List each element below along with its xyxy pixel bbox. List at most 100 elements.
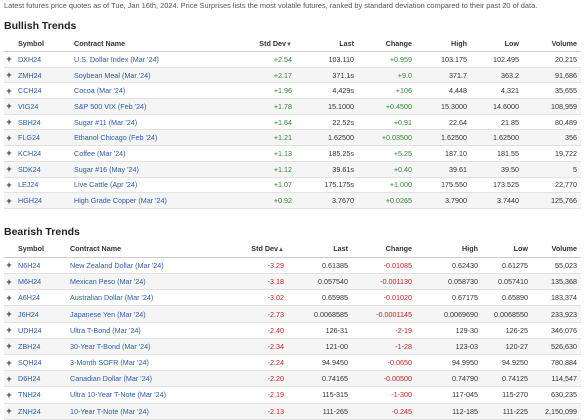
add-to-watchlist-icon[interactable]: +: [4, 177, 14, 194]
symbol-link[interactable]: SBH24: [14, 114, 70, 131]
add-to-watchlist-icon[interactable]: +: [4, 114, 14, 131]
symbol-link[interactable]: DXH24: [14, 51, 70, 68]
column-header-low[interactable]: Low: [482, 240, 532, 258]
table-row[interactable]: + D6H24 Canadian Dollar (Mar '24) -2.20 0.74…: [4, 370, 581, 388]
column-header-change[interactable]: Change: [358, 35, 416, 52]
add-to-watchlist-icon[interactable]: +: [4, 305, 14, 323]
column-header-last[interactable]: Last: [288, 240, 352, 258]
contract-name-link[interactable]: 30-Year T-Bond (Mar '24): [66, 338, 216, 356]
contract-name-link[interactable]: Soybean Meal (Mar '24): [70, 67, 250, 84]
table-row[interactable]: + ZBH24 30-Year T-Bond (Mar '24) -2.34 121-0…: [4, 338, 581, 356]
table-row[interactable]: + DXH24 U.S. Dollar Index (Mar '24) +2.54 10…: [4, 51, 581, 68]
column-header-high[interactable]: High: [416, 240, 482, 258]
high-price: 15.3000: [416, 98, 471, 115]
table-row[interactable]: + UDH24 Ultra T-Bond (Mar '24) -2.40 126-31-…: [4, 322, 581, 339]
add-to-watchlist-icon[interactable]: +: [4, 273, 14, 291]
contract-name-link[interactable]: Japanese Yen (Mar '24): [66, 305, 216, 323]
symbol-link[interactable]: M6H24: [14, 273, 66, 291]
symbol-link[interactable]: UDH24: [14, 322, 66, 339]
add-to-watchlist-icon[interactable]: +: [4, 82, 14, 100]
add-to-watchlist-icon[interactable]: +: [4, 257, 14, 275]
table-row[interactable]: + LEJ24 Live Cattle (Apr '24) +1.07 175.175s…: [4, 177, 581, 194]
add-to-watchlist-icon[interactable]: +: [4, 289, 14, 307]
symbol-link[interactable]: D6H24: [14, 370, 66, 388]
table-row[interactable]: + SQH24 3-Month SOFR (Mar '24) -2.24 94.9450…: [4, 354, 581, 372]
contract-name-link[interactable]: S&P 500 VIX (Feb '24): [70, 98, 250, 115]
contract-name-link[interactable]: Sugar #11 (Mar '24): [70, 114, 250, 131]
column-header-volume[interactable]: Volume: [523, 35, 581, 52]
contract-name-link[interactable]: Ultra 10-Year T-Note (Mar '24): [66, 386, 216, 404]
column-header-symbol[interactable]: Symbol: [14, 35, 70, 52]
contract-name-link[interactable]: Canadian Dollar (Mar '24): [66, 370, 216, 388]
column-header-stddev[interactable]: Std Dev▼: [250, 35, 296, 52]
symbol-link[interactable]: LEJ24: [14, 177, 70, 194]
low-price: 181.55: [471, 145, 523, 162]
contract-name-link[interactable]: Cocoa (Mar '24): [70, 82, 250, 100]
symbol-link[interactable]: CCH24: [14, 82, 70, 100]
table-row[interactable]: + A6H24 Australian Dollar (Mar '24) -3.02 0.…: [4, 289, 581, 307]
symbol-link[interactable]: VIG24: [14, 98, 70, 115]
add-to-watchlist-icon[interactable]: +: [4, 145, 14, 162]
symbol-link[interactable]: HGH24: [14, 192, 70, 209]
contract-name-link[interactable]: Live Cattle (Apr '24): [70, 177, 250, 194]
add-to-watchlist-icon[interactable]: +: [4, 67, 14, 84]
table-row[interactable]: + KCH24 Coffee (Mar '24) +1.13 185.25s +5.25 1…: [4, 145, 581, 162]
contract-name-link[interactable]: Mexican Peso (Mar '24): [66, 273, 216, 291]
add-to-watchlist-icon[interactable]: +: [4, 386, 14, 404]
table-row[interactable]: + SBH24 Sugar #11 (Mar '24) +1.64 22.52s +0.9…: [4, 114, 581, 131]
symbol-link[interactable]: SDK24: [14, 161, 70, 178]
add-to-watchlist-icon[interactable]: +: [4, 354, 14, 372]
add-to-watchlist-icon[interactable]: +: [4, 338, 14, 356]
column-header-high[interactable]: High: [416, 35, 471, 52]
symbol-link[interactable]: SQH24: [14, 354, 66, 372]
table-row[interactable]: + HGH24 High Grade Copper (Mar '24) +0.92 3.…: [4, 192, 581, 209]
table-row[interactable]: + J6H24 Japanese Yen (Mar '24) -2.73 0.00685…: [4, 305, 581, 323]
add-to-watchlist-icon[interactable]: +: [4, 192, 14, 209]
symbol-link[interactable]: J6H24: [14, 305, 66, 323]
table-row[interactable]: + SDK24 Sugar #16 (May '24) +1.12 39.61s +0.4…: [4, 161, 581, 178]
symbol-link[interactable]: TNH24: [14, 386, 66, 404]
contract-name-link[interactable]: Ultra T-Bond (Mar '24): [66, 322, 216, 339]
column-header-stddev[interactable]: Std Dev▲: [216, 240, 288, 258]
contract-name-link[interactable]: Ethanol Chicago (Feb '24): [70, 129, 250, 147]
column-header-low[interactable]: Low: [471, 35, 523, 52]
add-to-watchlist-icon[interactable]: +: [4, 98, 14, 115]
add-column-header: [4, 35, 14, 52]
contract-name-link[interactable]: U.S. Dollar Index (Mar '24): [70, 51, 250, 68]
contract-name-link[interactable]: 10-Year T-Note (Mar '24): [66, 403, 216, 420]
symbol-link[interactable]: KCH24: [14, 145, 70, 162]
column-header-change[interactable]: Change: [352, 240, 416, 258]
add-to-watchlist-icon[interactable]: +: [4, 403, 14, 420]
column-header-symbol[interactable]: Symbol: [14, 240, 66, 258]
column-header-contract[interactable]: Contract Name: [70, 35, 250, 52]
add-to-watchlist-icon[interactable]: +: [4, 370, 14, 388]
table-row[interactable]: + FLG24 Ethanol Chicago (Feb '24) +1.21 1.62…: [4, 129, 581, 147]
column-header-last[interactable]: Last: [296, 35, 358, 52]
symbol-link[interactable]: ZMH24: [14, 67, 70, 84]
column-header-volume[interactable]: Volume: [532, 240, 581, 258]
add-to-watchlist-icon[interactable]: +: [4, 322, 14, 339]
table-row[interactable]: + ZMH24 Soybean Meal (Mar '24) +2.17 371.1s +…: [4, 67, 581, 84]
contract-name-link[interactable]: Coffee (Mar '24): [70, 145, 250, 162]
symbol-link[interactable]: A6H24: [14, 289, 66, 307]
column-header-contract[interactable]: Contract Name: [66, 240, 216, 258]
contract-name-link[interactable]: New Zealand Dollar (Mar '24): [66, 257, 216, 275]
last-price: 15.1000: [296, 98, 358, 115]
table-row[interactable]: + N6H24 New Zealand Dollar (Mar '24) -3.29 0…: [4, 257, 581, 275]
add-to-watchlist-icon[interactable]: +: [4, 129, 14, 147]
table-row[interactable]: + ZNH24 10-Year T-Note (Mar '24) -2.13 111-2…: [4, 403, 581, 420]
table-row[interactable]: + CCH24 Cocoa (Mar '24) +1.96 4,429s +106 4,44…: [4, 82, 581, 100]
add-to-watchlist-icon[interactable]: +: [4, 51, 14, 68]
table-row[interactable]: + VIG24 S&P 500 VIX (Feb '24) +1.78 15.1000 +…: [4, 98, 581, 115]
symbol-link[interactable]: ZBH24: [14, 338, 66, 356]
contract-name-link[interactable]: Australian Dollar (Mar '24): [66, 289, 216, 307]
symbol-link[interactable]: N6H24: [14, 257, 66, 275]
table-row[interactable]: + M6H24 Mexican Peso (Mar '24) -3.18 0.05754…: [4, 273, 581, 291]
contract-name-link[interactable]: 3-Month SOFR (Mar '24): [66, 354, 216, 372]
table-row[interactable]: + TNH24 Ultra 10-Year T-Note (Mar '24) -2.1…: [4, 386, 581, 404]
contract-name-link[interactable]: Sugar #16 (May '24): [70, 161, 250, 178]
symbol-link[interactable]: ZNH24: [14, 403, 66, 420]
symbol-link[interactable]: FLG24: [14, 129, 70, 147]
add-to-watchlist-icon[interactable]: +: [4, 161, 14, 178]
contract-name-link[interactable]: High Grade Copper (Mar '24): [70, 192, 250, 209]
